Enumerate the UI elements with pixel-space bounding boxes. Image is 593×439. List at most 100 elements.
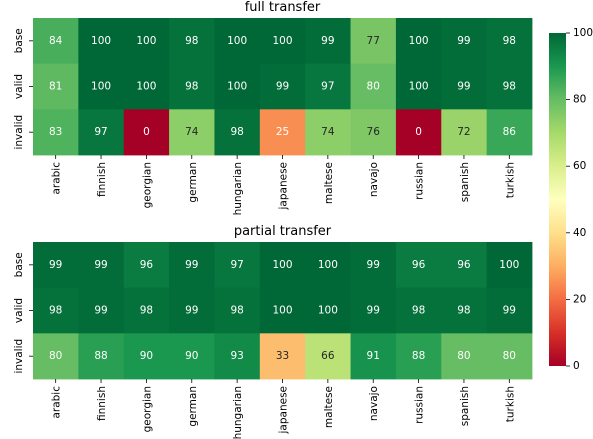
x-tick-label: arabic [51, 162, 63, 195]
cell-value-label: 25 [276, 126, 289, 138]
heatmap-cell [123, 109, 170, 156]
x-tick-label: navajo [368, 386, 380, 421]
heatmap-cell [350, 242, 397, 289]
heatmap-cell [78, 18, 125, 65]
heatmap-cell [78, 333, 125, 380]
cell-value-label: 74 [321, 126, 335, 138]
heatmap-cell [395, 18, 442, 65]
heatmaps: full transfer 84 100 100 98 100 100 99 77 100 99 98… [13, 0, 533, 439]
cell-value-label: 100 [136, 81, 156, 93]
heatmap-cell [33, 109, 79, 156]
heatmap-cell [350, 18, 397, 65]
cell-value-label: 77 [367, 35, 380, 47]
cell-value-label: 98 [230, 126, 243, 138]
x-tick-label: hungarian [232, 162, 244, 215]
heatmap-cell [486, 242, 533, 289]
heatmap-cell [214, 287, 261, 334]
cell-value-label: 84 [49, 35, 63, 47]
heatmap-cell [395, 333, 442, 380]
heatmap-cell [78, 63, 125, 110]
cell-value-label: 66 [321, 350, 335, 362]
heatmap-cell [486, 63, 533, 110]
cell-value-label: 76 [367, 126, 381, 138]
heatmap-cell [214, 242, 261, 289]
chart-title: partial transfer [234, 224, 332, 239]
heatmap-full-transfer: full transfer 84 100 100 98 100 100 99 77 100 99 98… [13, 0, 533, 215]
colorbar-tick-label: 40 [573, 227, 586, 239]
heatmap-cell [259, 63, 306, 110]
x-tick-label: georgian [141, 386, 153, 432]
heatmap-cell [169, 333, 215, 380]
heatmap-cell [441, 63, 488, 110]
heatmap-cell [214, 18, 261, 65]
cell-value-label: 99 [457, 35, 470, 47]
y-tick-label: base [13, 28, 25, 53]
heatmap-cell [486, 287, 533, 334]
cell-value-label: 99 [276, 81, 289, 93]
y-tick-label: valid [13, 74, 25, 99]
cell-value-label: 99 [503, 305, 516, 317]
cell-value-label: 100 [499, 259, 519, 271]
cell-value-label: 98 [185, 35, 198, 47]
x-tick-label: hungarian [232, 386, 244, 439]
cell-value-label: 100 [318, 259, 338, 271]
cell-value-label: 80 [49, 350, 62, 362]
x-tick-label: arabic [51, 386, 63, 419]
cell-value-label: 100 [318, 305, 338, 317]
cell-value-label: 33 [276, 350, 289, 362]
x-tick-label: navajo [368, 162, 380, 197]
x-tick-label: japanese [278, 162, 290, 211]
cell-value-label: 96 [412, 259, 426, 271]
cell-value-label: 97 [321, 81, 334, 93]
cell-value-label: 90 [140, 350, 153, 362]
heatmap-cell [33, 18, 79, 65]
x-tick-label: finnish [96, 386, 108, 421]
heatmap-cell [441, 242, 488, 289]
heatmap-cell [441, 109, 488, 156]
heatmap-cell [169, 109, 215, 156]
heatmap-cell [169, 287, 215, 334]
heatmap-cell [259, 109, 306, 156]
heatmap-cell [169, 18, 215, 65]
heatmap-cell [305, 287, 351, 334]
heatmap-cell [395, 287, 442, 334]
heatmap-cell [441, 287, 488, 334]
heatmap-cell [305, 18, 351, 65]
cell-value-label: 99 [185, 259, 198, 271]
cell-value-label: 0 [415, 126, 422, 138]
cell-value-label: 99 [94, 305, 107, 317]
cell-value-label: 98 [457, 305, 470, 317]
heatmap-cell [350, 109, 397, 156]
x-tick-label: maltese [323, 386, 335, 428]
cell-value-label: 100 [272, 259, 292, 271]
cell-value-label: 91 [367, 350, 380, 362]
heatmap-cell [259, 242, 306, 289]
cell-value-label: 100 [409, 35, 429, 47]
x-tick-label: japanese [278, 386, 290, 435]
heatmap-cell [486, 109, 533, 156]
heatmap-cell [305, 63, 351, 110]
cell-value-label: 93 [230, 350, 243, 362]
heatmap-cell [350, 287, 397, 334]
heatmap-cell [395, 242, 442, 289]
heatmap-cell [305, 333, 351, 380]
cell-value-label: 97 [94, 126, 107, 138]
cell-value-label: 97 [230, 259, 243, 271]
x-tick-label: spanish [459, 386, 471, 426]
heatmap-cell [33, 333, 79, 380]
cell-value-label: 100 [91, 81, 111, 93]
x-tick-label: turkish [504, 386, 516, 422]
heatmap-cell [350, 333, 397, 380]
colorbar-gradient [549, 33, 566, 366]
cell-value-label: 0 [143, 126, 150, 138]
cell-value-label: 80 [367, 81, 380, 93]
heatmap-cell [123, 242, 170, 289]
cell-value-label: 80 [503, 350, 516, 362]
cell-value-label: 88 [94, 350, 107, 362]
cell-value-label: 98 [503, 81, 516, 93]
heatmap-cell [78, 242, 125, 289]
heatmap-cell [486, 18, 533, 65]
heatmap-cell [259, 18, 306, 65]
heatmap-cell [441, 18, 488, 65]
cell-value-label: 99 [321, 35, 334, 47]
